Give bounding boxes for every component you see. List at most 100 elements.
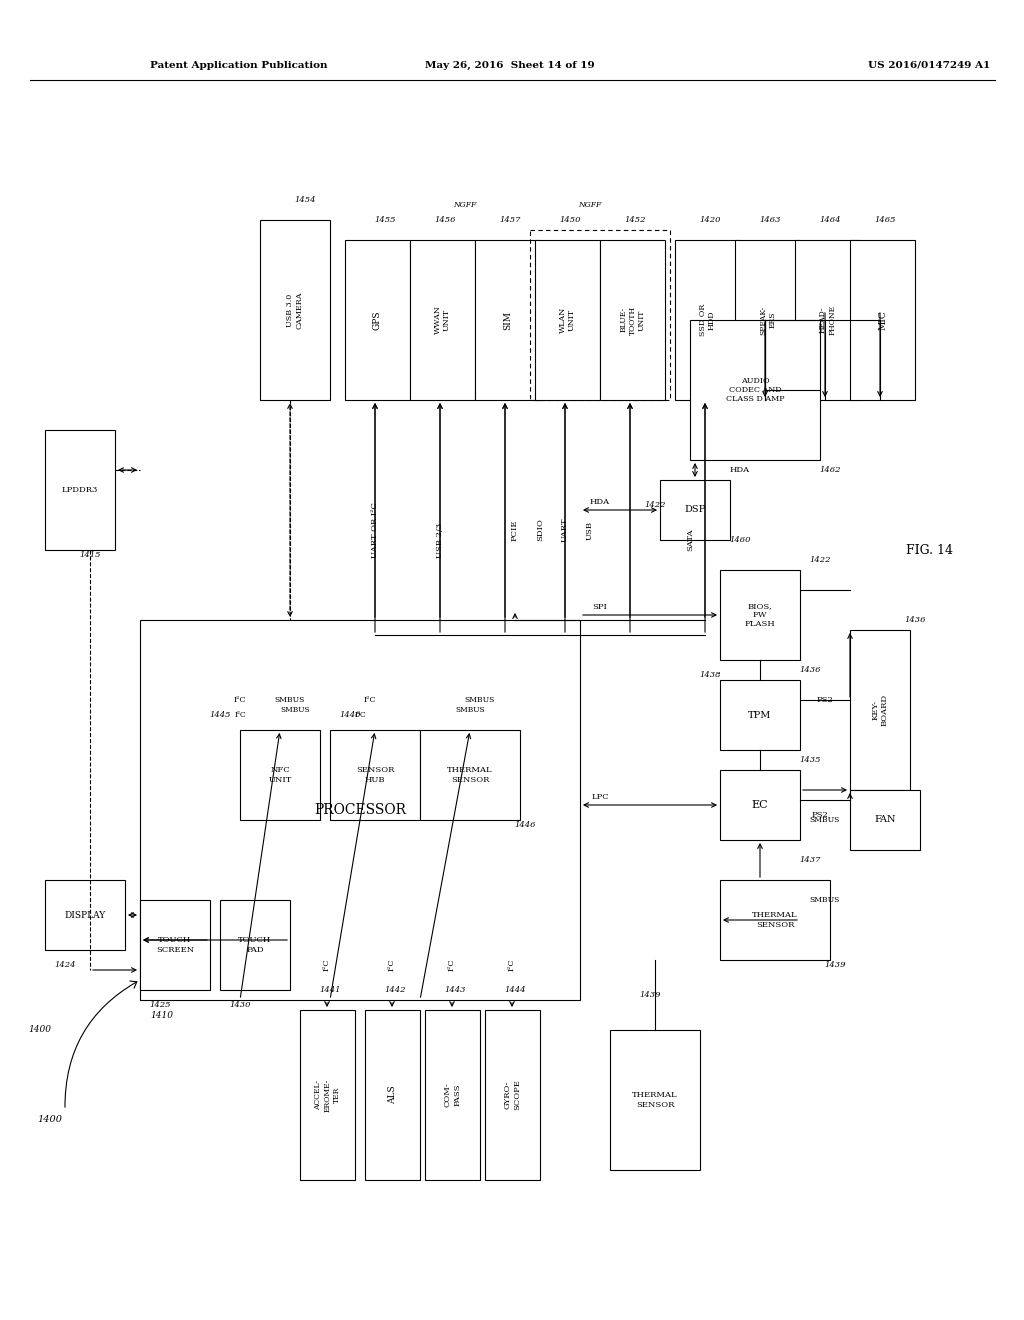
Text: GPS: GPS <box>373 310 382 330</box>
Text: PS2: PS2 <box>812 810 828 818</box>
Text: SMBUS: SMBUS <box>810 816 840 824</box>
Text: EC: EC <box>752 800 768 810</box>
Text: THERMAL
SENSOR: THERMAL SENSOR <box>753 911 798 928</box>
Bar <box>530 230 670 400</box>
Text: 1436: 1436 <box>800 667 821 675</box>
Text: 1463: 1463 <box>759 216 780 224</box>
Text: HDA: HDA <box>590 498 610 506</box>
Bar <box>45 430 115 550</box>
Text: NGFF: NGFF <box>579 201 602 209</box>
Bar <box>425 1010 480 1180</box>
Text: 1465: 1465 <box>874 216 896 224</box>
Text: I²C: I²C <box>354 711 366 719</box>
Text: ACCEL-
EROME-
TER: ACCEL- EROME- TER <box>314 1078 341 1111</box>
Text: PROCESSOR: PROCESSOR <box>314 803 406 817</box>
Bar <box>850 789 920 850</box>
Text: USB 2/3: USB 2/3 <box>436 523 444 557</box>
Text: I²C: I²C <box>388 958 396 972</box>
Text: 1440: 1440 <box>339 711 360 719</box>
Text: SPI: SPI <box>593 603 607 611</box>
Bar <box>675 240 740 400</box>
Text: 1455: 1455 <box>374 216 395 224</box>
Text: KEY-
BOARD: KEY- BOARD <box>871 694 889 726</box>
Text: 1460: 1460 <box>729 536 751 544</box>
Bar <box>420 730 520 820</box>
Bar <box>410 240 475 400</box>
Text: SMBUS: SMBUS <box>810 896 840 904</box>
Bar <box>330 730 420 820</box>
Text: 1422: 1422 <box>809 556 830 564</box>
Bar <box>850 240 915 400</box>
Text: TOUCH
PAD: TOUCH PAD <box>239 936 271 953</box>
Text: SMBUS: SMBUS <box>281 706 310 714</box>
Text: 1464: 1464 <box>819 216 841 224</box>
FancyArrowPatch shape <box>65 981 137 1107</box>
Bar <box>600 240 665 400</box>
Text: I²C: I²C <box>323 958 331 972</box>
Text: 1439: 1439 <box>639 991 660 999</box>
Text: UART OR I²C: UART OR I²C <box>371 502 379 558</box>
Text: 1452: 1452 <box>625 216 646 224</box>
Text: SPEAK-
ERS: SPEAK- ERS <box>759 305 776 335</box>
Text: SSD OR
HDD: SSD OR HDD <box>699 304 716 337</box>
Bar <box>720 880 830 960</box>
Text: HEAD-
PHONE: HEAD- PHONE <box>819 305 837 335</box>
Bar <box>720 770 800 840</box>
Text: I²C: I²C <box>508 958 516 972</box>
Bar <box>260 220 330 400</box>
Text: USB 3.0
CAMERA: USB 3.0 CAMERA <box>287 292 303 329</box>
Bar <box>795 240 860 400</box>
Text: AUDIO
CODEC AND
CLASS D AMP: AUDIO CODEC AND CLASS D AMP <box>726 376 784 403</box>
Bar <box>345 240 410 400</box>
Text: SMBUS: SMBUS <box>465 696 496 704</box>
Text: SENSOR
HUB: SENSOR HUB <box>355 767 394 784</box>
Text: 1425: 1425 <box>150 1001 171 1008</box>
Text: Patent Application Publication: Patent Application Publication <box>150 61 328 70</box>
Text: TOUCH
SCREEN: TOUCH SCREEN <box>156 936 195 953</box>
Bar <box>850 630 910 789</box>
Text: 1437: 1437 <box>800 855 821 865</box>
Bar <box>220 900 290 990</box>
Text: I²C: I²C <box>233 696 246 704</box>
Text: 1444: 1444 <box>504 986 525 994</box>
Bar <box>475 240 540 400</box>
Text: COM-
PASS: COM- PASS <box>443 1082 461 1107</box>
Text: 1420: 1420 <box>699 216 721 224</box>
Text: MIC: MIC <box>878 310 887 330</box>
Bar <box>485 1010 540 1180</box>
Text: 1435: 1435 <box>800 756 821 764</box>
Text: May 26, 2016  Sheet 14 of 19: May 26, 2016 Sheet 14 of 19 <box>425 61 595 70</box>
Text: 1438: 1438 <box>699 671 721 678</box>
Bar <box>140 620 580 1001</box>
Text: 1410: 1410 <box>150 1011 173 1019</box>
Text: 1442: 1442 <box>384 986 406 994</box>
Text: THERMAL
SENSOR: THERMAL SENSOR <box>447 767 493 784</box>
Text: 1454: 1454 <box>294 195 315 205</box>
Text: LPC: LPC <box>591 793 609 801</box>
Text: 1446: 1446 <box>514 821 536 829</box>
Text: 1400: 1400 <box>38 1115 62 1125</box>
Text: I²C: I²C <box>449 958 456 972</box>
Text: 1439: 1439 <box>824 961 846 969</box>
Text: 1450: 1450 <box>559 216 581 224</box>
Text: SMBUS: SMBUS <box>274 696 305 704</box>
Text: 1415: 1415 <box>79 550 100 558</box>
Text: SDIO: SDIO <box>536 519 544 541</box>
Text: BIOS,
FW
FLASH: BIOS, FW FLASH <box>744 602 775 628</box>
Text: I²C: I²C <box>364 696 376 704</box>
Text: ALS: ALS <box>388 1085 397 1105</box>
Bar <box>140 900 210 990</box>
Text: PS2: PS2 <box>816 696 834 704</box>
Bar <box>720 680 800 750</box>
Bar <box>720 570 800 660</box>
Bar <box>45 880 125 950</box>
Text: SATA: SATA <box>686 529 694 552</box>
Text: 1445: 1445 <box>209 711 230 719</box>
Text: GYRO-
SCOPE: GYRO- SCOPE <box>504 1080 521 1110</box>
Text: FAN: FAN <box>874 816 896 825</box>
Text: SIM: SIM <box>503 310 512 330</box>
Bar <box>690 319 820 459</box>
Bar <box>365 1010 420 1180</box>
Bar <box>535 240 600 400</box>
Text: WLAN
UNIT: WLAN UNIT <box>559 306 577 333</box>
